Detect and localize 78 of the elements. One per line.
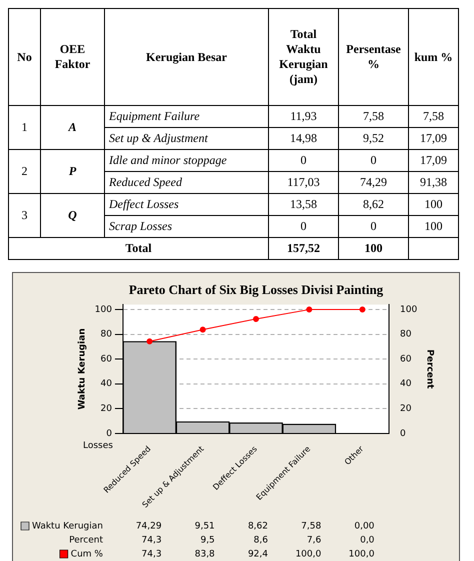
text: Idle and minor stoppage (109, 153, 227, 167)
text: 17,09 (420, 153, 447, 167)
data-label: 9,51 (194, 521, 215, 532)
data-label: 7,58 (301, 521, 322, 532)
text: Set up & Adjustment (109, 131, 208, 145)
text: 100 (364, 241, 382, 255)
data-label: 74,3 (142, 549, 162, 560)
data-label: 74,29 (136, 521, 162, 532)
legend-label: Cum % (70, 549, 104, 560)
text: 17,09 (420, 131, 447, 145)
text: 2 (22, 164, 28, 178)
text: 0,0 (360, 535, 375, 546)
y2-tick-label: 100 (400, 304, 418, 315)
text: 9,52 (363, 131, 384, 145)
text: 0 (370, 153, 376, 167)
text: 13,58 (290, 197, 317, 211)
text: Percent (69, 535, 104, 546)
category-label: OEE Faktor (40, 8, 104, 106)
text: Reduced Speed (109, 175, 182, 189)
y2-tick-label: 0 (400, 428, 406, 439)
y2-tick-label: 60 (400, 354, 412, 364)
chart-title: Pareto Chart of Six Big Losses Divisi Painting (128, 282, 384, 298)
text: 1 (22, 120, 28, 134)
category-label: Kerugian Besar (104, 8, 268, 106)
point (146, 338, 153, 344)
text: 0 (300, 153, 306, 167)
y-tick-label: 80 (100, 330, 112, 340)
category-label: Persentase % (338, 8, 408, 106)
data-label: 83,8 (194, 549, 216, 560)
text: 11,93 (290, 109, 317, 123)
text: Total (125, 241, 152, 255)
text: 3 (22, 208, 28, 222)
text: Scrap Losses (109, 219, 172, 233)
text: 0 (370, 219, 376, 233)
text: 100 (424, 197, 442, 211)
y-tick-label: 60 (100, 354, 112, 364)
point (359, 306, 366, 313)
text: 8,62 (363, 197, 384, 211)
data-label: 8,62 (248, 521, 268, 532)
category-label: No (8, 8, 40, 106)
point (253, 316, 259, 322)
y-tick-label: 40 (100, 379, 112, 390)
text: 100 (424, 219, 442, 233)
x-axis-title: Losses (83, 440, 114, 451)
data-label: 100,0 (295, 549, 322, 560)
y-axis-title: Waktu Kerugian (78, 328, 88, 410)
y-tick-label: 0 (106, 428, 112, 439)
text: A (68, 120, 76, 134)
y-tick-label: 20 (100, 404, 112, 414)
text: 14,98 (290, 131, 317, 145)
y2-tick-label: 80 (400, 330, 412, 340)
data-label: 0,00 (354, 521, 375, 532)
text: 91,38 (420, 175, 447, 189)
text: 9,5 (200, 535, 215, 546)
text: 157,52 (287, 241, 320, 255)
text: 7,6 (306, 535, 322, 546)
legend-label: Waktu Kerugian (32, 521, 103, 532)
text: 74,29 (360, 175, 387, 189)
point (306, 306, 312, 313)
point (200, 326, 206, 333)
y-tick-label: 100 (94, 304, 112, 315)
y2-tick-label: 40 (400, 379, 412, 390)
text: 8,6 (254, 535, 268, 546)
category-label: kum % (408, 8, 458, 106)
data-label: 92,4 (248, 549, 268, 560)
text: Equipment Failure (109, 109, 200, 123)
y2-axis-title: Percent (424, 349, 434, 390)
text: 7,58 (423, 109, 444, 123)
data-label: 100,0 (348, 549, 375, 560)
text: P (68, 164, 76, 178)
text: 117,03 (287, 175, 320, 189)
y2-tick-label: 20 (400, 404, 412, 414)
text: 7,58 (363, 109, 384, 123)
text: 74,3 (142, 535, 162, 546)
text: Q (68, 208, 77, 222)
text: 0 (300, 219, 306, 233)
text: Deffect Losses (109, 197, 179, 211)
category-label: Total Waktu Kerugian (jam) (268, 8, 338, 106)
